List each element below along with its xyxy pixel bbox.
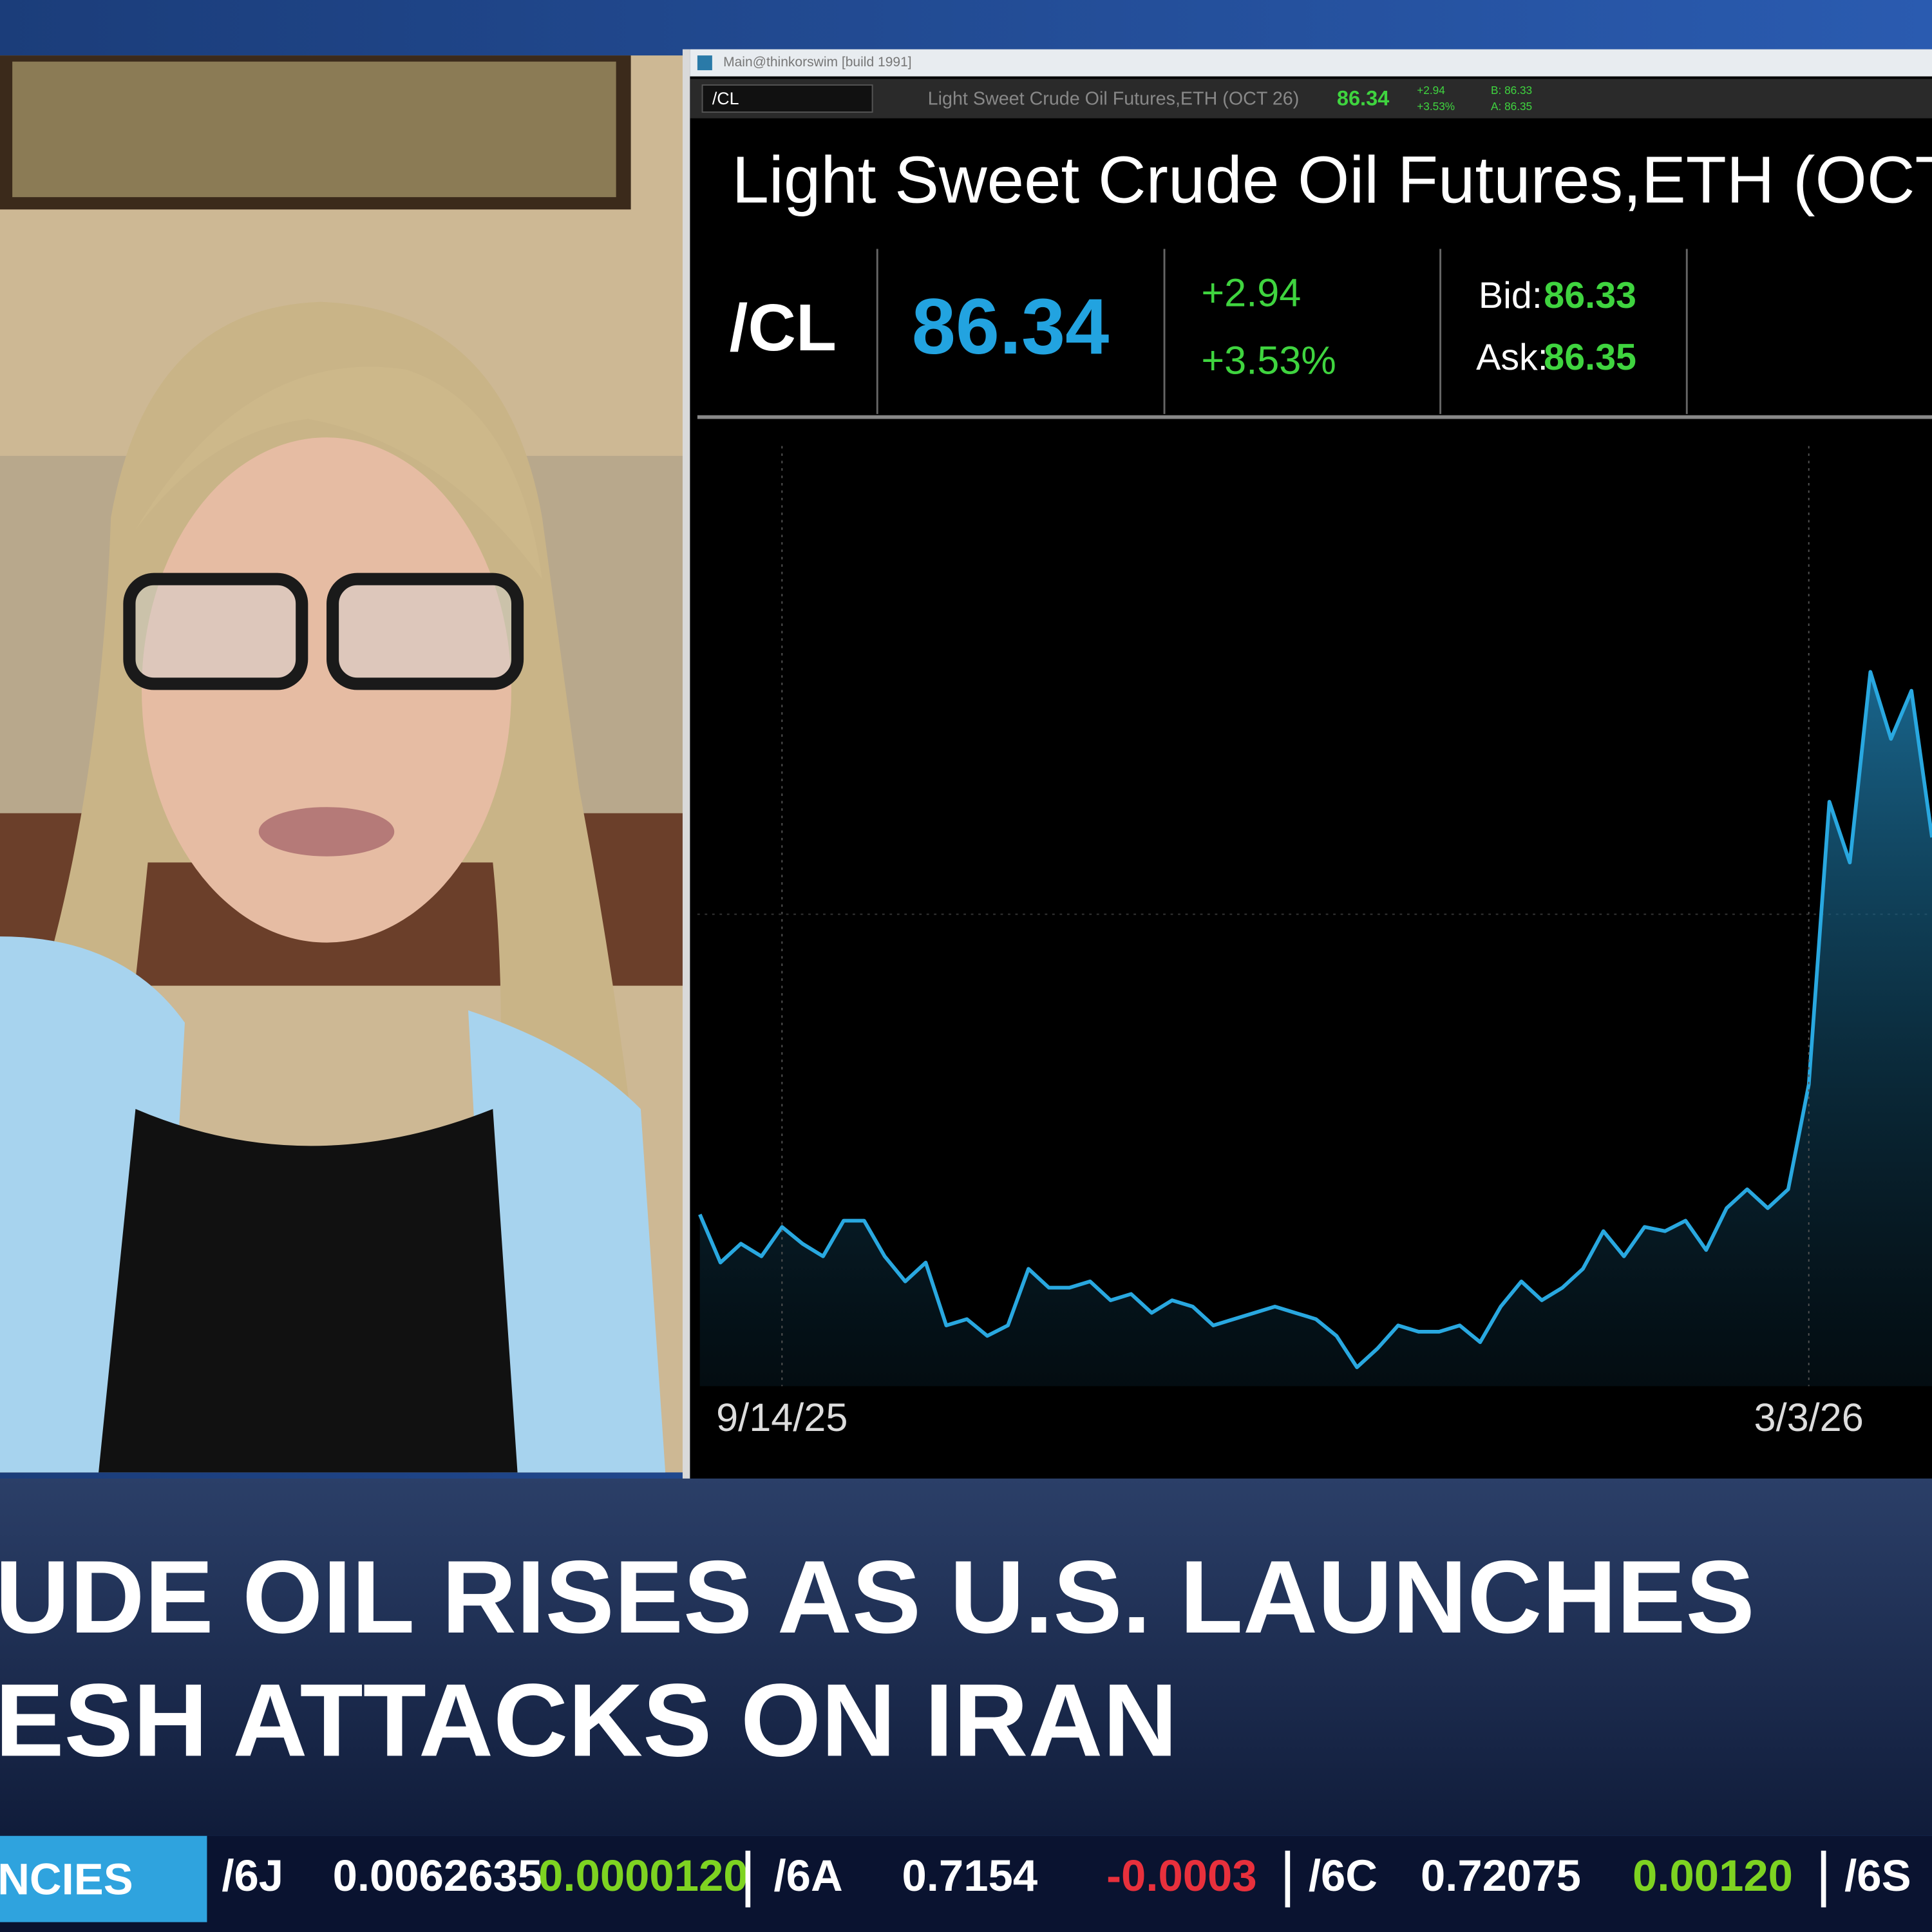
ask-label: Ask: [1476,337,1548,378]
ticker-section-box [0,1835,207,1922]
ticker-change: 0.00120 [1633,1851,1793,1900]
quote-last: 86.34 [912,282,1109,370]
video-feed [0,49,690,1479]
bid-value: 86.33 [1544,275,1636,316]
headline-line: ESH ATTACKS ON IRAN [0,1663,1178,1778]
ticker-separator [1285,1850,1291,1908]
ticker-separator [1821,1850,1826,1908]
ticker-last: 0.72075 [1421,1851,1581,1900]
headline-banner [0,1478,1932,1836]
toolbar-description: Light Sweet Crude Oil Futures,ETH (OCT 2… [928,89,1300,109]
ticker-change: -0.0003 [1106,1851,1257,1900]
toolbar-last: 86.34 [1337,87,1389,110]
plot [698,670,1932,1387]
ask-value: 86.35 [1544,337,1636,378]
ticker-section: NCIES [0,1855,133,1904]
toolbar-ask: A: 86.35 [1491,100,1532,113]
area [699,672,1932,1387]
ticker-symbol: /6S [1844,1851,1911,1900]
quote-change-pct: +3.53% [1201,339,1336,383]
quote-change: +2.94 [1201,270,1301,314]
quote-symbol: /CL [730,290,837,365]
toolbar-symbol: /CL [712,89,739,108]
ticker-change: 0.0000120 [538,1851,748,1900]
window-title: Main@thinkorswim [build 1991] [723,55,912,70]
app-icon [697,55,712,71]
headline-line: UDE OIL RISES AS U.S. LAUNCHES [0,1540,1755,1655]
toolbar-change: +2.94 [1417,84,1445,97]
line [698,670,1932,1370]
title-bar [690,49,1932,77]
ticker-bar [0,1835,1932,1932]
toolbar-change-pct: +3.53% [1417,100,1455,113]
quote-title: Light Sweet Crude Oil Futures,ETH (OCT 2… [732,142,1932,216]
symbol-input[interactable] [701,84,873,113]
x-tick-label: 9/14/25 [716,1396,848,1439]
toolbar-bid: B: 86.33 [1491,84,1532,97]
quote-divider [697,415,1932,419]
ticker-symbol: /6C [1309,1851,1378,1900]
ticker-last: 0.0062635 [333,1851,543,1900]
ticker-symbol: /6A [774,1851,843,1900]
quote-separators [876,249,1688,414]
x-tick-label: 3/3/26 [1754,1396,1864,1439]
bid-label: Bid: [1479,275,1542,316]
ticker-symbol: /6J [222,1851,283,1900]
ticker-separator [745,1850,751,1908]
ticker-last: 0.7154 [902,1851,1038,1900]
toolbar [690,79,1932,118]
